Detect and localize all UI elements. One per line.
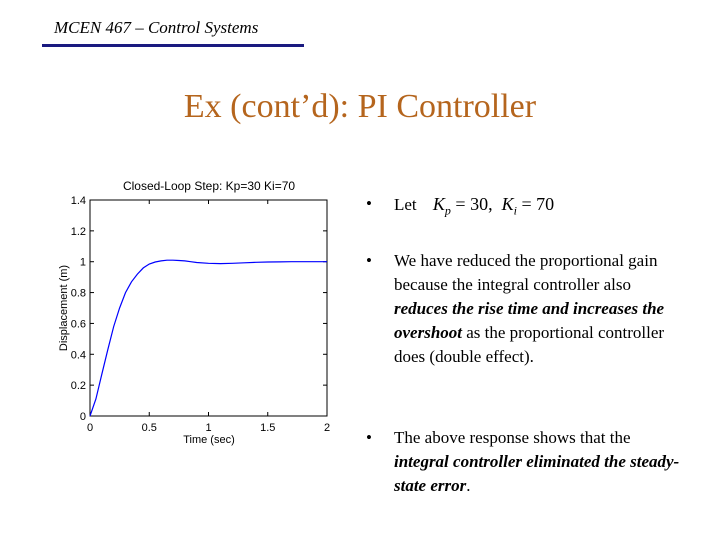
y-tick-label: 0.4: [71, 349, 86, 361]
series-line: [89, 259, 327, 417]
x-tick-label: 2: [324, 422, 330, 434]
y-axis-label: Displacement (m): [58, 265, 70, 351]
x-axis-ticks: 0 0.5 1 1.5 2: [87, 200, 330, 434]
y-tick-label: 0.8: [71, 288, 86, 300]
y-tick-label: 1: [80, 257, 86, 269]
y-tick-label: 1.4: [71, 195, 86, 207]
bullet-dot: •: [366, 428, 372, 447]
bullet-steady-state: • The above response shows that the inte…: [366, 428, 680, 495]
y-tick-label: 0.2: [71, 380, 86, 392]
plot-area: [89, 199, 328, 417]
course-name: MCEN 467 – Control Systems: [54, 18, 259, 37]
step-response-chart: Closed-Loop Step: Kp=30 Ki=70 0 0.2 0.4 0.6…: [58, 179, 330, 446]
x-axis-label: Time (sec): [183, 434, 235, 446]
x-tick-label: 1: [205, 422, 211, 434]
chart-title: Closed-Loop Step: Kp=30 Ki=70: [123, 179, 295, 193]
emphasis-text: integral controller eliminated the stead…: [394, 452, 680, 495]
bullet-dot: •: [366, 251, 372, 270]
x-tick-label: 0.5: [142, 422, 157, 434]
emphasis-text: reduces the rise time and increases the …: [394, 299, 665, 342]
x-tick-label: 0: [87, 422, 93, 434]
header-rule: [42, 44, 304, 47]
y-tick-label: 0.6: [71, 318, 86, 330]
x-tick-label: 1.5: [260, 422, 275, 434]
slide-title: Ex (cont’d): PI Controller: [183, 88, 537, 125]
y-tick-label: 1.2: [71, 226, 86, 238]
y-tick-label: 0: [80, 411, 86, 423]
y-axis-ticks: 0 0.2 0.4 0.6 0.8 1 1.2 1.4: [71, 195, 327, 423]
bullet-let: • Let Kp = 30, Ki = 70: [366, 192, 686, 223]
bullet-reduced-gain: • We have reduced the proportional gain …: [366, 251, 665, 366]
gain-formula: Kp = 30, Ki = 70: [432, 194, 555, 218]
let-label: Let: [394, 195, 417, 214]
bullet-dot: •: [366, 194, 372, 213]
